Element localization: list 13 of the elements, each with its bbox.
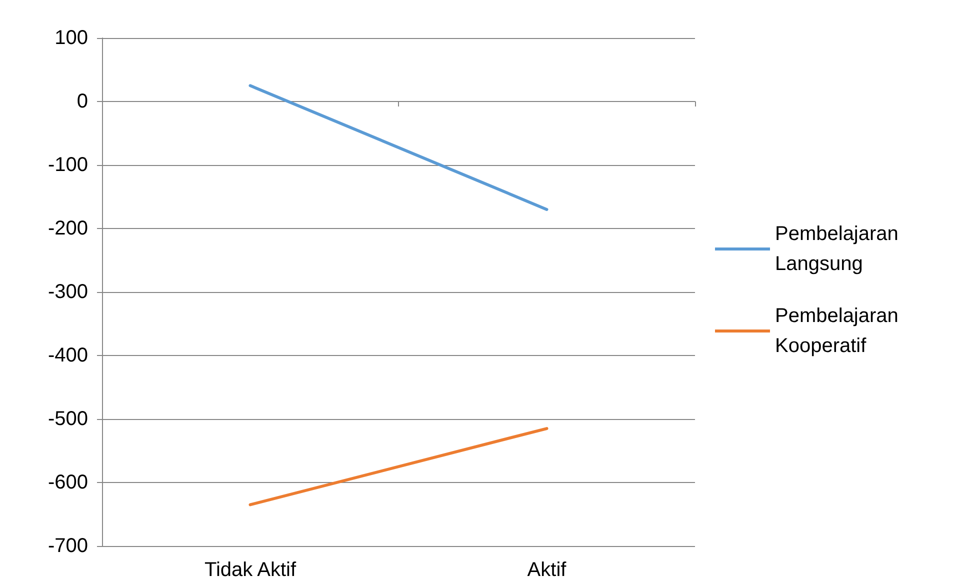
x-tick-label: Aktif [527,559,567,580]
y-tick-label: -200 [48,218,88,240]
y-tick-label: -700 [48,535,88,557]
legend-label: Pembelajaran Langsung [775,223,904,275]
y-tick-label: -500 [48,408,88,430]
y-tick-label: 0 [76,90,88,112]
y-tick-label: -600 [48,472,88,494]
y-tick-label: -300 [48,281,88,303]
legend-label: Pembelajaran Kooperatif [775,305,904,357]
y-tick-label: 100 [54,27,88,49]
y-tick-label: -100 [48,154,88,176]
x-tick-label: Tidak Aktif [204,559,296,580]
y-tick-label: -400 [48,344,88,366]
